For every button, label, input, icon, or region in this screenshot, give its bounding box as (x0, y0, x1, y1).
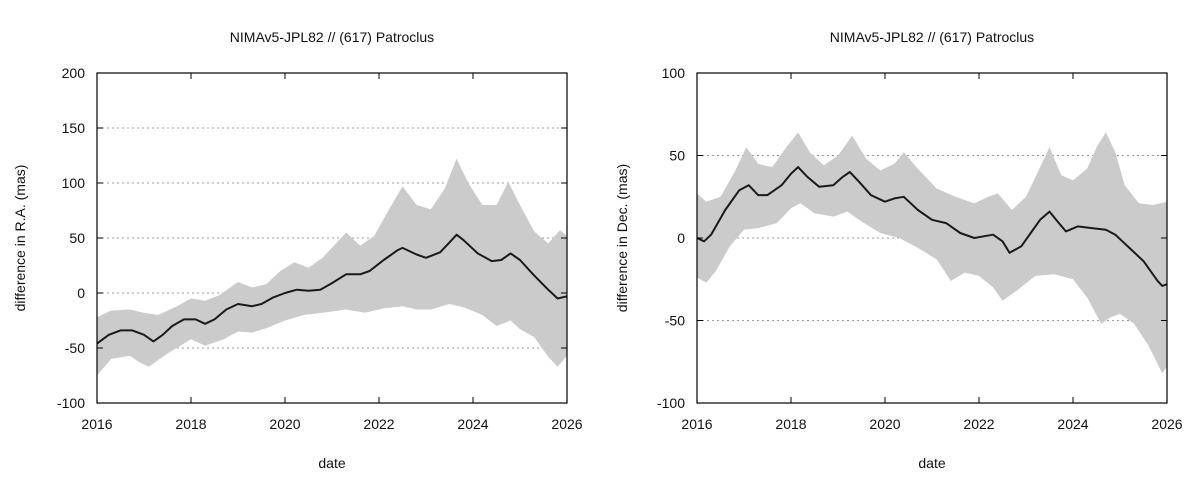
y-tick-label: 100 (62, 175, 86, 191)
uncertainty-band (697, 132, 1167, 374)
x-tick-label: 2026 (551, 416, 582, 432)
y-tick-label: 100 (662, 65, 686, 81)
x-tick-label: 2018 (775, 416, 806, 432)
y-tick-label: 150 (62, 120, 86, 136)
x-tick-label: 2024 (1057, 416, 1088, 432)
x-tick-label: 2022 (963, 416, 994, 432)
x-tick-label: 2022 (363, 416, 394, 432)
x-tick-label: 2020 (869, 416, 900, 432)
x-tick-label: 2016 (681, 416, 712, 432)
y-tick-label: 200 (62, 65, 86, 81)
chart-title: NIMAv5-JPL82 // (617) Patroclus (830, 29, 1034, 45)
x-tick-label: 2018 (175, 416, 206, 432)
x-axis-label: date (318, 455, 345, 471)
y-tick-label: -50 (665, 313, 685, 329)
y-tick-label: -100 (657, 395, 685, 411)
y-tick-label: 50 (69, 230, 85, 246)
y-axis-label: difference in Dec. (mas) (614, 164, 630, 312)
y-axis-label: difference in R.A. (mas) (12, 165, 28, 312)
series-line (96, 233, 568, 345)
y-tick-label: 0 (677, 230, 685, 246)
y-tick-label: -50 (65, 340, 85, 356)
uncertainty-band (97, 158, 567, 376)
y-tick-label: 50 (669, 148, 685, 164)
dec-difference-chart: -100 -50 0 50 100 2016 2018 2020 2022 2024 2026 NIM… (614, 29, 1183, 471)
x-tick-label: 2016 (81, 416, 112, 432)
x-tick-label: 2024 (457, 416, 488, 432)
series-line (696, 166, 1168, 287)
x-axis-label: date (918, 455, 945, 471)
ra-difference-chart: -100 -50 0 50 100 150 200 2016 2018 2020 2022 2024 2… (12, 29, 583, 471)
x-tick-label: 2020 (269, 416, 300, 432)
chart-title: NIMAv5-JPL82 // (617) Patroclus (230, 29, 434, 45)
x-tick-label: 2026 (1151, 416, 1182, 432)
y-tick-label: 0 (77, 285, 85, 301)
y-tick-label: -100 (57, 395, 85, 411)
